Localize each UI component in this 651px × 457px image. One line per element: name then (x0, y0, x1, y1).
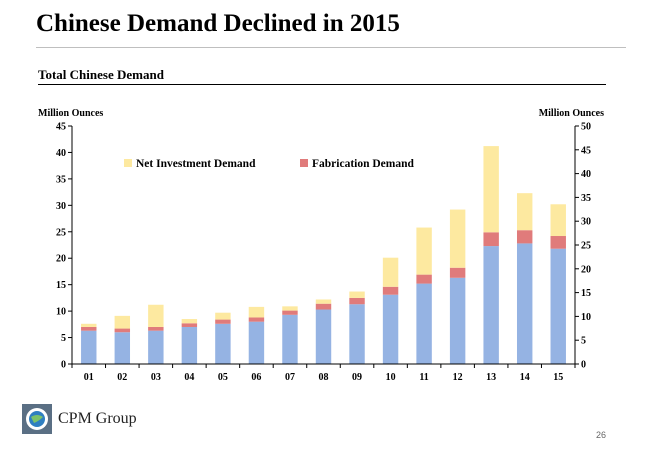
left-axis-label: Million Ounces (38, 108, 103, 119)
bar-segment-series-2-12 (449, 209, 466, 268)
page-number: 26 (596, 430, 607, 440)
bar-segment-series-0-06 (248, 321, 265, 364)
left-tick-label: 20 (56, 254, 66, 265)
chart-title: Total Chinese Demand (38, 67, 164, 82)
bar-segment-series-1-11 (416, 274, 432, 284)
company-name: CPM Group (58, 410, 137, 427)
bar-segment-series-0-15 (550, 248, 566, 364)
bar-segment-series-0-02 (114, 332, 131, 364)
right-tick-label: 40 (581, 169, 591, 180)
bar-segment-series-2-10 (382, 257, 399, 287)
right-tick-label: 10 (581, 312, 591, 323)
x-tick-label: 08 (319, 372, 329, 383)
bar-segment-series-2-13 (483, 146, 499, 233)
x-tick-label: 09 (352, 372, 362, 383)
bar-segment-series-0-12 (449, 277, 466, 364)
bar-segment-series-1-10 (382, 286, 399, 295)
bar-segment-series-1-09 (349, 297, 365, 305)
bar-segment-series-1-15 (550, 236, 566, 249)
legend-swatch-net-investment (124, 159, 132, 167)
right-axis-label: Million Ounces (539, 108, 604, 119)
bar-segment-series-0-09 (349, 304, 365, 364)
left-tick-label: 35 (56, 174, 66, 185)
right-tick-label: 35 (581, 193, 591, 204)
legend-label-fabrication: Fabrication Demand (312, 158, 415, 170)
bar-segment-series-0-04 (181, 326, 198, 364)
x-tick-label: 07 (285, 372, 295, 383)
right-tick-label: 20 (581, 264, 591, 275)
right-tick-label: 0 (581, 360, 586, 371)
bar-segment-series-0-07 (282, 314, 298, 364)
stacked-bar-chart: Million Ounces Million Ounces 01 02 03 04 05… (38, 108, 604, 383)
x-tick-label: 06 (251, 372, 261, 383)
bar-segment-series-2-03 (148, 304, 164, 327)
cpm-group-logo-icon (22, 404, 52, 434)
bar-segment-series-2-11 (416, 227, 432, 275)
bar-segment-series-1-08 (315, 303, 332, 310)
bar-segment-series-1-03 (148, 326, 164, 331)
x-tick-label: 05 (218, 372, 228, 383)
left-tick-label: 25 (56, 227, 66, 238)
right-tick-label: 30 (581, 217, 591, 228)
left-tick-label: 30 (56, 201, 66, 212)
bar-segment-series-0-14 (516, 243, 533, 364)
bar-segment-series-1-06 (248, 317, 265, 322)
bars-layer: 01 02 03 04 05 06 07 08 09 10 11 12 13 14 15 (81, 146, 566, 383)
bar-segment-series-0-08 (315, 309, 332, 364)
axes-layer: 0 5 10 15 20 25 30 35 40 45 0 5 10 15 20 25 30 35 40 45 50 (56, 122, 591, 371)
bar-segment-series-1-13 (483, 232, 499, 247)
slide-title: Chinese Demand Declined in 2015 (36, 10, 400, 37)
left-tick-label: 15 (56, 280, 66, 291)
bar-segment-series-1-04 (181, 323, 198, 327)
x-tick-label: 01 (84, 372, 94, 383)
bar-segment-series-2-15 (550, 204, 566, 237)
bar-segment-series-2-08 (315, 299, 332, 304)
bar-segment-series-0-05 (215, 323, 231, 364)
bar-segment-series-2-01 (81, 323, 97, 327)
bar-segment-series-0-01 (81, 330, 97, 364)
x-tick-label: 03 (151, 372, 161, 383)
title-divider (36, 47, 626, 48)
x-tick-label: 02 (117, 372, 127, 383)
right-tick-label: 15 (581, 288, 591, 299)
right-tick-label: 45 (581, 145, 591, 156)
legend-swatch-fabrication (300, 159, 308, 167)
bar-segment-series-2-09 (349, 291, 365, 298)
bar-segment-series-1-14 (516, 230, 533, 244)
bar-segment-series-0-03 (148, 330, 164, 364)
x-tick-label: 10 (386, 372, 396, 383)
right-tick-label: 5 (581, 336, 586, 347)
left-tick-label: 5 (61, 333, 66, 344)
legend-label-net-investment: Net Investment Demand (136, 158, 256, 170)
bar-segment-series-1-01 (81, 326, 97, 331)
x-tick-label: 12 (453, 372, 463, 383)
right-tick-label: 50 (581, 122, 591, 133)
bar-segment-series-1-07 (282, 310, 298, 315)
bar-segment-series-2-02 (114, 315, 131, 329)
legend: Net Investment Demand Fabrication Demand (124, 158, 415, 170)
x-tick-label: 04 (184, 372, 194, 383)
chart-title-divider (38, 84, 606, 85)
x-tick-label: 13 (486, 372, 496, 383)
bar-segment-series-2-07 (282, 306, 298, 311)
bar-segment-series-2-06 (248, 306, 265, 318)
left-tick-label: 45 (56, 122, 66, 133)
bar-segment-series-0-11 (416, 283, 432, 364)
bar-segment-series-0-10 (382, 294, 399, 364)
x-tick-label: 14 (520, 372, 530, 383)
right-tick-label: 25 (581, 241, 591, 252)
bar-segment-series-2-14 (516, 193, 533, 231)
bar-segment-series-2-04 (181, 319, 198, 324)
bar-segment-series-0-13 (483, 246, 499, 364)
bar-segment-series-1-02 (114, 328, 131, 333)
left-tick-label: 10 (56, 307, 66, 318)
left-tick-label: 0 (61, 360, 66, 371)
bar-segment-series-1-05 (215, 319, 231, 324)
left-tick-label: 40 (56, 148, 66, 159)
bar-segment-series-1-12 (449, 267, 466, 278)
bar-segment-series-2-05 (215, 312, 231, 320)
x-tick-label: 15 (553, 372, 563, 383)
x-tick-label: 11 (419, 372, 428, 383)
